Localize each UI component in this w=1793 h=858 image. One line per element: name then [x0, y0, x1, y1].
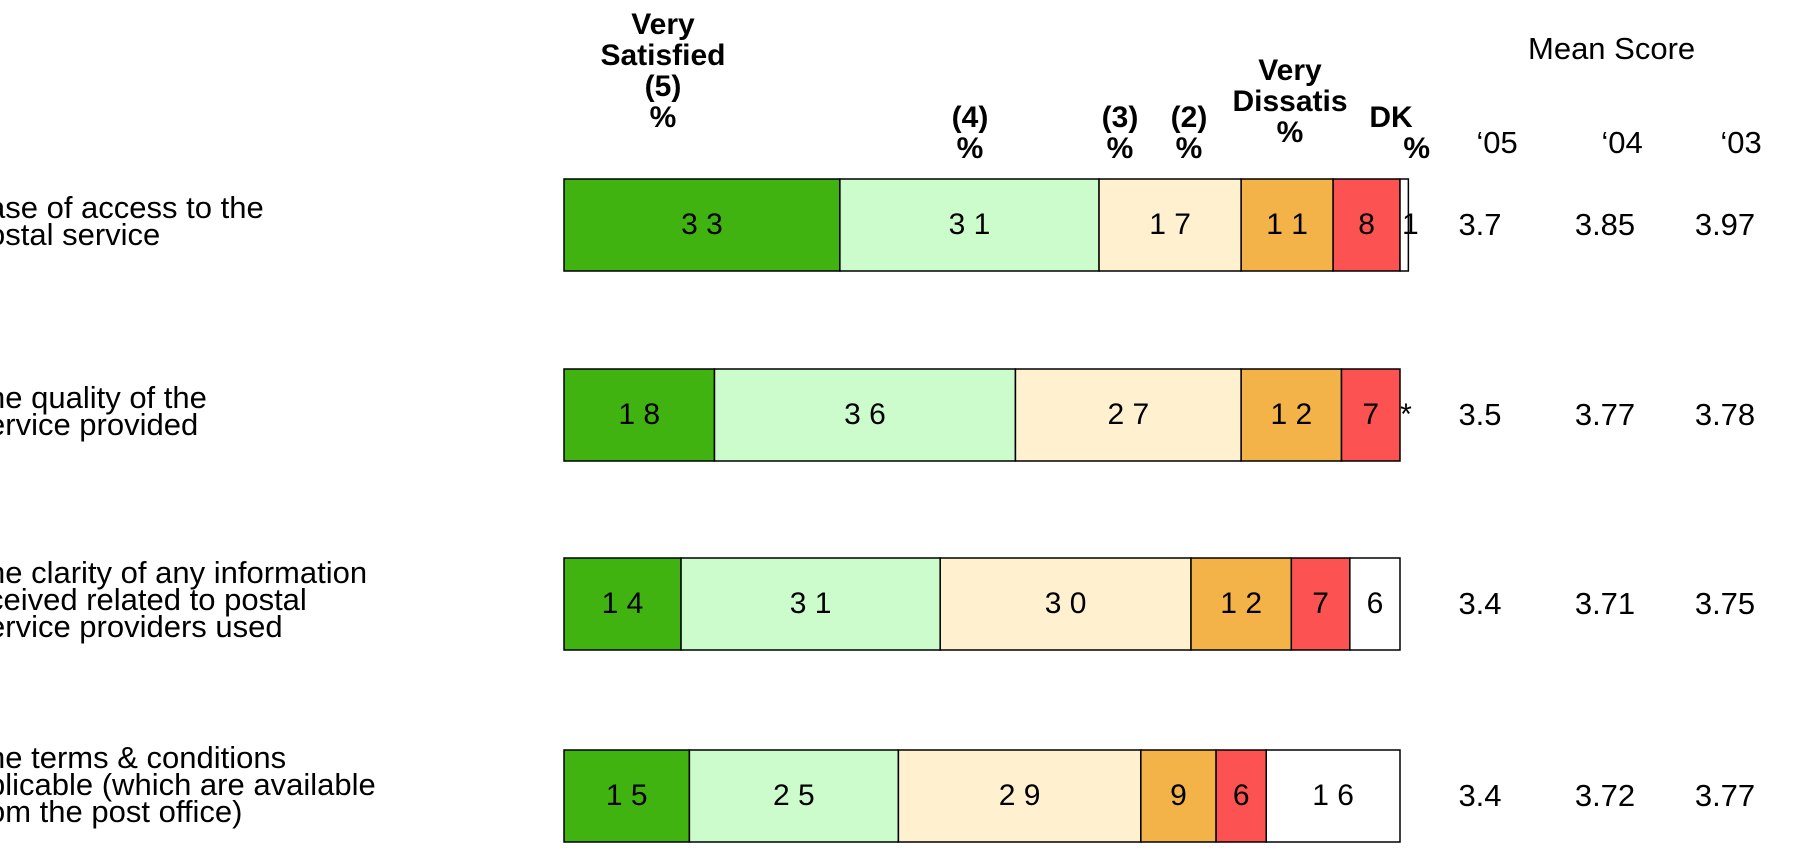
bar-segment [1190, 557, 1293, 651]
header-line: (4) [951, 101, 989, 134]
bar-value-label: 6 [1367, 587, 1384, 620]
mean-score-value: 3.4 [1458, 778, 1502, 813]
bar-segment [1399, 178, 1410, 272]
row-label: he terms & conditions plicable (which ar… [0, 740, 376, 829]
bar-value-label: 1 2 [1220, 587, 1262, 620]
mean-score-value: 3.77 [1574, 397, 1636, 432]
bar-value-label: 3 1 [790, 587, 832, 620]
row-label: he clarity of any information ceived rel… [0, 555, 368, 644]
bar-segment [1098, 178, 1242, 272]
bar-value-label: 1 6 [1312, 779, 1354, 812]
header-very-dissatisfied: Very Dissatis % [1210, 55, 1370, 148]
year-label: ‘04 [1601, 125, 1643, 160]
bar-segment [897, 749, 1142, 843]
bar-value-label: 7 [1312, 587, 1329, 620]
bar-segment [1140, 749, 1217, 843]
bar-row: 1 4 3 1 3 0 1 2 7 6 [563, 557, 1401, 651]
bar-segment [563, 178, 841, 272]
bar-segment [939, 557, 1192, 651]
row-label: ase of access to the ostal service [0, 190, 264, 252]
bar-segment [1340, 368, 1401, 462]
bar-value-label: * [1400, 398, 1412, 431]
bar-value-label: 2 7 [1107, 398, 1149, 431]
mean-score-value: 3.5 [1458, 397, 1502, 432]
header-line: Very [631, 8, 695, 41]
header-dk: DK % [1350, 102, 1430, 164]
bar-value-label: 3 1 [949, 208, 991, 241]
header-line: % [1106, 132, 1134, 165]
bar-segment [563, 557, 682, 651]
header-line: % [1403, 132, 1430, 165]
bar-segment [563, 749, 691, 843]
header-4: (4) % [925, 102, 1015, 164]
bar-segment [839, 178, 1100, 272]
row-label: he quality of the ervice provided [0, 380, 207, 442]
mean-score-value: 3.97 [1694, 207, 1756, 242]
header-line: Dissatis [1232, 85, 1348, 118]
header-line: Satisfied [600, 39, 726, 72]
header-line: % [1276, 116, 1304, 149]
mean-score-value: 3.85 [1574, 207, 1636, 242]
header-2: (2) % [1159, 102, 1219, 164]
header-line: % [649, 101, 677, 134]
bar-value-label: 2 5 [773, 779, 815, 812]
mean-score-value: 3.71 [1574, 586, 1636, 621]
bar-value-label: 3 3 [681, 208, 723, 241]
bar-value-label: 8 [1358, 208, 1375, 241]
bar-value-label: 2 9 [999, 779, 1041, 812]
bar-segment [1240, 368, 1343, 462]
header-line: (5) [644, 70, 682, 103]
bar-segment [1215, 749, 1267, 843]
bar-segment [680, 557, 941, 651]
mean-score-value: 3.75 [1694, 586, 1756, 621]
bar-value-label: 9 [1170, 779, 1187, 812]
year-label: ‘03 [1720, 125, 1762, 160]
bar-row: 1 5 2 5 2 9 9 6 1 6 [563, 749, 1401, 843]
bar-value-label: 7 [1362, 398, 1379, 431]
bar-value-label: 1 5 [606, 779, 648, 812]
mean-score-value: 3.4 [1458, 586, 1502, 621]
bar-value-label: 1 [1402, 208, 1419, 241]
mean-score-value: 3.78 [1694, 397, 1756, 432]
bar-segment [1014, 368, 1242, 462]
bar-value-label: 1 2 [1270, 398, 1312, 431]
bar-segment [1349, 557, 1401, 651]
mean-score-value: 3.77 [1694, 778, 1756, 813]
mean-score-value: 3.72 [1574, 778, 1636, 813]
bar-value-label: 1 1 [1266, 208, 1308, 241]
bar-segment [688, 749, 900, 843]
mean-score-title: Mean Score [1528, 31, 1696, 66]
header-line: (2) [1170, 101, 1208, 134]
header-line: (3) [1101, 101, 1139, 134]
bar-segment [1290, 557, 1351, 651]
mean-score-value: 3.7 [1458, 207, 1502, 242]
bar-value-label: 1 8 [618, 398, 660, 431]
header-line: DK [1369, 101, 1413, 134]
bar-value-label: 1 4 [602, 587, 644, 620]
bar-value-label: 6 [1233, 779, 1250, 812]
header-line: % [956, 132, 984, 165]
header-very-satisfied: Very Satisfied (5) % [578, 9, 748, 133]
header-line: % [1175, 132, 1203, 165]
bar-value-label: 1 7 [1149, 208, 1191, 241]
header-3: (3) % [1090, 102, 1150, 164]
bar-value-label: 3 0 [1045, 587, 1087, 620]
year-label: ‘05 [1476, 125, 1518, 160]
bar-segment [713, 368, 1017, 462]
bar-segment [1265, 749, 1401, 843]
bar-row: 1 8 3 6 2 7 1 2 7 * [563, 368, 1412, 462]
header-line: Very [1258, 54, 1322, 87]
bar-value-label: 3 6 [844, 398, 886, 431]
bar-segment [1240, 178, 1334, 272]
